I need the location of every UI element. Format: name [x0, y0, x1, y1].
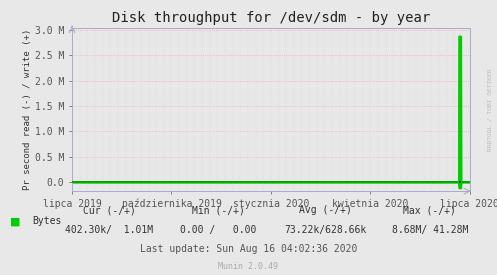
Text: Max (-/+): Max (-/+): [404, 205, 456, 215]
Text: 402.30k/  1.01M: 402.30k/ 1.01M: [65, 225, 154, 235]
Text: 8.68M/ 41.28M: 8.68M/ 41.28M: [392, 225, 468, 235]
Text: Min (-/+): Min (-/+): [192, 205, 245, 215]
Text: ■: ■: [10, 216, 20, 226]
Y-axis label: Pr second read (-) / write (+): Pr second read (-) / write (+): [23, 29, 32, 190]
Title: Disk throughput for /dev/sdm - by year: Disk throughput for /dev/sdm - by year: [112, 11, 430, 25]
Text: 0.00 /   0.00: 0.00 / 0.00: [180, 225, 257, 235]
Text: Bytes: Bytes: [32, 216, 62, 226]
Text: 73.22k/628.66k: 73.22k/628.66k: [284, 225, 367, 235]
Text: RRDTOOL / TOBI OETIKER: RRDTOOL / TOBI OETIKER: [487, 69, 492, 151]
Text: Munin 2.0.49: Munin 2.0.49: [219, 262, 278, 271]
Text: Avg (-/+): Avg (-/+): [299, 205, 352, 215]
Text: Cur (-/+): Cur (-/+): [83, 205, 136, 215]
Text: Last update: Sun Aug 16 04:02:36 2020: Last update: Sun Aug 16 04:02:36 2020: [140, 244, 357, 254]
